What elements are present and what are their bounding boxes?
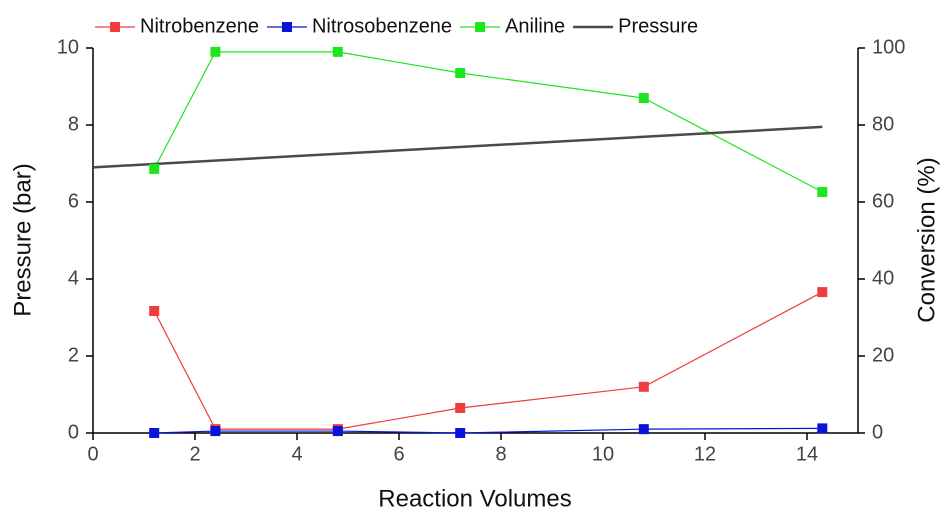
legend-marker [110, 22, 120, 32]
x-tick-label: 2 [189, 443, 200, 465]
y-axis-label: Pressure (bar) [9, 163, 36, 316]
x-tick-label: 8 [495, 443, 506, 465]
marker [149, 428, 160, 438]
legend-marker [281, 22, 292, 32]
y2-tick-label: 100 [872, 36, 905, 58]
marker [817, 287, 828, 298]
marker [455, 428, 466, 438]
y2-tick-label: 80 [872, 113, 894, 135]
legend-label: Nitrobenzene [140, 15, 259, 37]
marker [455, 402, 466, 413]
y2-tick-label: 60 [872, 190, 894, 212]
marker [638, 381, 649, 392]
y2-axis-label: Conversion (%) [913, 157, 940, 322]
y2-tick-label: 20 [872, 344, 894, 366]
x-axis-label: Reaction Volumes [378, 485, 571, 512]
y-tick-label: 8 [68, 113, 79, 135]
marker [210, 46, 221, 57]
y-tick-label: 6 [68, 190, 79, 212]
legend-label: Aniline [505, 15, 565, 37]
marker [817, 186, 828, 197]
x-tick-label: 12 [694, 443, 716, 465]
marker [149, 305, 160, 316]
marker [210, 426, 221, 437]
legend-marker [475, 22, 486, 32]
legend-label: Nitrosobenzene [312, 15, 452, 37]
x-tick-label: 14 [796, 443, 818, 465]
marker [149, 163, 160, 174]
y-tick-label: 4 [68, 267, 79, 289]
y-tick-label: 0 [68, 421, 79, 443]
marker [638, 93, 649, 104]
marker [455, 68, 466, 79]
x-tick-label: 4 [291, 443, 302, 465]
y2-tick-label: 40 [872, 267, 894, 289]
marker [332, 46, 343, 57]
series-line [153, 51, 823, 193]
marker [817, 423, 828, 434]
x-tick-label: 6 [393, 443, 404, 465]
marker [638, 424, 649, 435]
series-line [92, 125, 823, 169]
series-line [153, 291, 823, 430]
y-tick-label: 2 [68, 344, 79, 366]
legend-label: Pressure [618, 15, 698, 37]
marker [332, 426, 343, 437]
series-line [154, 427, 823, 434]
y2-tick-label: 0 [872, 421, 883, 443]
x-tick-label: 10 [592, 443, 614, 465]
x-tick-label: 0 [87, 443, 98, 465]
y-tick-label: 10 [57, 36, 79, 58]
